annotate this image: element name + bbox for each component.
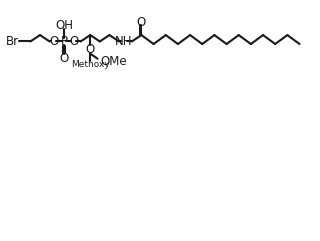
Text: O: O	[137, 16, 146, 29]
Text: O: O	[69, 35, 78, 48]
Text: NH: NH	[115, 35, 132, 48]
Text: O: O	[60, 52, 68, 65]
Text: OH: OH	[55, 19, 73, 32]
Text: O: O	[49, 35, 58, 48]
Text: O: O	[86, 43, 95, 56]
Text: P: P	[60, 35, 68, 48]
Text: Br: Br	[5, 35, 19, 48]
Text: OMe: OMe	[101, 55, 127, 68]
Text: Methoxy: Methoxy	[71, 60, 110, 69]
